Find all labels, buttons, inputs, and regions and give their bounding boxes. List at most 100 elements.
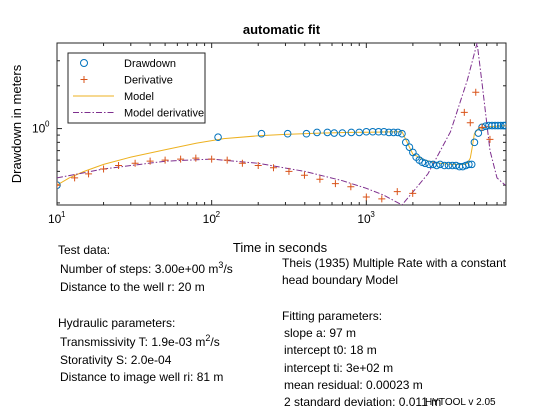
hydraulic-heading: Hydraulic parameters: <box>58 316 176 330</box>
drawdown-point <box>440 161 449 170</box>
derivative-point <box>131 159 139 167</box>
derivative-point <box>347 183 355 191</box>
derivative-point <box>238 159 246 167</box>
drawdown-point <box>355 128 364 137</box>
drawdown-point <box>432 161 441 170</box>
derivative-point <box>192 154 200 162</box>
drawdown-point <box>465 160 473 169</box>
plot-series <box>57 43 506 205</box>
intercept-ti: intercept ti: 3e+02 m <box>284 361 394 375</box>
derivative-point <box>285 167 293 175</box>
legend-label: Drawdown <box>124 58 176 70</box>
derivative-point <box>115 161 123 169</box>
derivative-point <box>393 188 401 196</box>
derivative-point <box>71 174 79 182</box>
derivative-point <box>85 170 93 178</box>
transmissivity-label: Transmissivity T: 1.9e-03 m <box>60 335 206 349</box>
slope: slope a: 97 m <box>284 326 357 340</box>
drawdown-point <box>470 138 479 147</box>
derivative-point <box>161 156 169 164</box>
steps-unit-tail: /s <box>223 262 233 276</box>
distance-to-well: Distance to the well r: 20 m <box>60 280 205 294</box>
transmissivity: Transmissivity T: 1.9e-03 m2/s <box>60 333 220 350</box>
derivative-point <box>57 181 61 189</box>
drawdown-point <box>380 127 388 136</box>
x-tick-label: 10 <box>48 212 62 226</box>
drawdown-point <box>425 160 434 169</box>
transmissivity-unit-exponent: 2 <box>205 333 211 343</box>
derivative-point <box>378 195 386 203</box>
derivative-point <box>300 171 308 179</box>
derivative-point <box>362 193 370 201</box>
drawdown-point <box>347 128 356 137</box>
model-line <box>57 125 506 186</box>
mean-residual: mean residual: 0.00023 m <box>284 378 423 392</box>
derivative-point <box>486 135 494 143</box>
drawdown-point <box>368 127 377 136</box>
legend-derivative-marker <box>80 76 88 83</box>
standard-deviation: 2 standard deviation: 0.011 m <box>284 395 442 409</box>
storativity: Storativity S: 2.0e-04 <box>60 353 172 367</box>
derivative-point <box>269 164 277 172</box>
drawdown-point <box>330 129 339 137</box>
x-tick-exponent: 3 <box>370 210 375 219</box>
derivative-point <box>460 108 468 116</box>
x-tick-exponent: 2 <box>216 210 221 219</box>
model-name-line2: head boundary Model <box>282 273 399 287</box>
drawdown-point <box>444 161 453 170</box>
drawdown-point <box>283 129 292 138</box>
test-data-heading: Test data: <box>58 243 111 257</box>
drawdown-point <box>385 128 393 137</box>
drawdown-point <box>214 133 222 141</box>
drawdown-point <box>474 129 483 137</box>
drawdown-point <box>257 129 266 138</box>
derivative-point <box>316 175 324 183</box>
y-tick-exponent: 0 <box>45 120 50 129</box>
drawdown-point <box>448 161 457 170</box>
drawdown-point <box>302 129 311 138</box>
derivative-point <box>409 189 417 197</box>
x-axis-label: Time in seconds <box>233 240 328 255</box>
drawdown-point <box>488 121 496 130</box>
derivative-point <box>472 88 480 96</box>
fitting-heading: Fitting parameters: <box>282 309 383 323</box>
drawdown-point <box>313 128 321 137</box>
drawdown-point <box>374 127 383 136</box>
number-of-steps: Number of steps: 3.00e+00 m3/s <box>60 261 233 277</box>
transmissivity-unit-tail: /s <box>210 335 220 349</box>
x-tick-label: 10 <box>357 212 371 226</box>
chart-title: automatic fit <box>243 22 321 37</box>
distance-to-image-well: Distance to image well ri: 81 m <box>60 370 224 384</box>
intercept-t0: intercept t0: 18 m <box>284 343 377 357</box>
x-tick-exponent: 1 <box>61 210 66 219</box>
legend-label: Model derivative <box>124 108 204 120</box>
drawdown-point <box>394 128 402 137</box>
drawdown-point <box>496 121 505 130</box>
steps-label: Number of steps: 3.00e+00 m <box>60 262 219 276</box>
drawdown-point <box>436 160 444 169</box>
derivative-point <box>223 156 231 164</box>
derivative-point <box>466 119 474 127</box>
drawdown-point <box>389 128 398 137</box>
y-tick-label: 10 <box>32 122 46 136</box>
version-label: HYTOOL v 2.05 <box>425 397 496 408</box>
drawdown-point <box>491 121 499 130</box>
derivative-point <box>100 165 108 173</box>
legend-box <box>67 52 206 124</box>
model-name-line1: Theis (1935) Multiple Rate with a consta… <box>282 256 507 270</box>
drawdown-point <box>421 159 429 168</box>
drawdown-point <box>402 138 410 147</box>
drawdown-point <box>501 121 506 130</box>
x-tick-label: 10 <box>203 212 217 226</box>
y-axis-label: Drawdown in meters <box>9 64 24 183</box>
drawdown-point <box>338 129 347 137</box>
drawdown-point <box>467 160 476 169</box>
drawdown-point <box>405 143 414 151</box>
derivative-point <box>254 161 262 169</box>
derivative-point <box>478 123 486 131</box>
derivative-point <box>208 155 216 163</box>
legend-drawdown-marker <box>80 59 88 67</box>
legend-label: Model <box>124 91 154 103</box>
drawdown-point <box>398 129 406 138</box>
